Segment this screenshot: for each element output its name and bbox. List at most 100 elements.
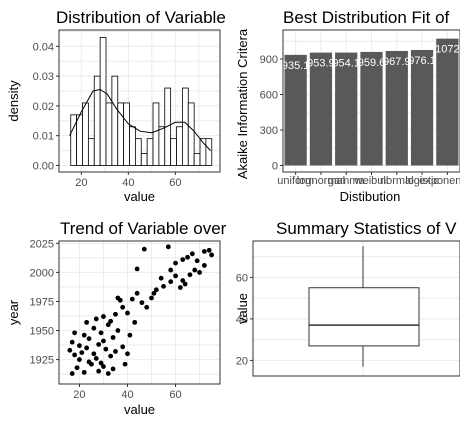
bar-data-label: 935.1: [282, 60, 310, 72]
scatter-point: [161, 283, 166, 289]
x-tick-label: 40: [121, 389, 133, 401]
scatter-point: [144, 304, 150, 310]
scatter-point: [187, 272, 193, 278]
y-tick-label: 0.00: [33, 160, 54, 172]
y-tick-label: 1975: [30, 296, 54, 308]
scatter-point: [86, 336, 92, 342]
scatter-point: [185, 254, 190, 260]
histogram-bar: [76, 114, 83, 166]
scatter-point: [101, 338, 106, 344]
x-tick-label: 20: [73, 389, 85, 401]
bar-data-label: 959.6: [358, 57, 386, 69]
y-tick-label: 0: [272, 160, 278, 172]
scatter-point: [79, 350, 85, 356]
scatter-point: [127, 332, 133, 338]
y-axis-title: Akaike Information Critera: [235, 28, 250, 179]
histogram-bar: [146, 138, 154, 166]
y-tick-label: 0.04: [33, 41, 54, 53]
scatter-point: [180, 278, 186, 283]
y-tick-label: 20: [236, 355, 248, 367]
aic-bar: [335, 52, 358, 166]
scatter-point: [134, 266, 140, 272]
chart-title: Summary Statistics of V: [276, 219, 457, 238]
y-tick-label: 0.03: [33, 71, 54, 83]
y-tick-label: 2025: [30, 238, 54, 250]
y-tick-label: 600: [260, 89, 278, 101]
scatter-point: [108, 318, 114, 324]
scatter-point: [151, 290, 157, 296]
scatter-point: [113, 311, 118, 317]
scatter-point: [105, 371, 111, 376]
scatter-point: [120, 344, 126, 350]
x-category-label: uniform: [277, 175, 314, 187]
scatter-point: [129, 296, 135, 302]
histogram-bar: [140, 153, 148, 166]
scatter-point: [81, 369, 87, 375]
histogram-bar: [99, 37, 107, 166]
scatter-point: [168, 267, 174, 273]
histogram-bar: [134, 138, 142, 166]
scatter-point: [206, 247, 212, 253]
panel-border: [252, 240, 460, 377]
aic-bar: [284, 54, 307, 166]
bar-data-label: 967.9: [383, 56, 411, 68]
aic-bar: [360, 51, 383, 166]
histogram-bar: [82, 102, 89, 166]
panel-border: [58, 29, 221, 173]
scatter-point: [141, 246, 147, 252]
scatter-point: [165, 244, 171, 250]
scatter-point: [96, 342, 102, 347]
histogram-bar: [152, 102, 160, 166]
x-tick-label: 60: [169, 177, 181, 189]
histogram-bar: [129, 126, 136, 166]
histogram-bar: [181, 87, 189, 166]
scatter-point: [194, 258, 200, 264]
scatter-point: [91, 351, 97, 357]
scatter-point: [101, 364, 106, 369]
y-tick-label: 1950: [30, 326, 54, 338]
scatter-point: [125, 310, 130, 316]
scatter-point: [110, 366, 116, 372]
scatter-point: [69, 371, 75, 376]
histogram-bar: [164, 87, 172, 166]
scatter-point: [81, 332, 87, 338]
panel-border: [282, 29, 460, 173]
histogram-bar: [187, 102, 195, 166]
y-axis-title: year: [6, 299, 21, 325]
x-axis-title: value: [124, 402, 155, 417]
x-axis-title: Distibution: [340, 189, 401, 204]
scatter-point: [168, 279, 174, 285]
histogram-bar: [111, 75, 119, 166]
x-category-label: logistic: [405, 175, 439, 187]
y-tick-label: 60: [236, 272, 248, 284]
scatter-point: [115, 328, 121, 333]
histogram-bar: [193, 153, 201, 166]
scatter-point: [84, 345, 90, 351]
x-category-label: gamma: [328, 175, 366, 187]
scatter-point: [96, 368, 102, 374]
x-category-label: weibull: [354, 175, 389, 187]
scatter-point: [113, 349, 118, 354]
x-category-label: lognormal: [297, 175, 345, 187]
scatter-point: [173, 273, 178, 279]
scatter-point: [149, 295, 154, 301]
scatter-point: [98, 360, 104, 366]
aic-bar: [385, 50, 408, 166]
scatter-point: [125, 351, 130, 357]
scatter-point: [108, 353, 114, 359]
x-tick-label: 40: [122, 177, 134, 189]
scatter-point: [158, 275, 164, 281]
histogram-bar: [158, 126, 166, 166]
scatter-point: [91, 325, 97, 331]
histogram-bar: [87, 138, 95, 166]
panel-background: [59, 241, 220, 384]
y-axis-title: density: [6, 80, 21, 122]
scatter-point: [122, 361, 128, 367]
box-iqr: [308, 287, 420, 347]
panel-border: [58, 240, 221, 385]
x-axis-title: value: [124, 189, 155, 204]
x-category-label: normal: [380, 175, 414, 187]
scatter-point: [77, 343, 82, 349]
scatter-point: [103, 346, 109, 352]
